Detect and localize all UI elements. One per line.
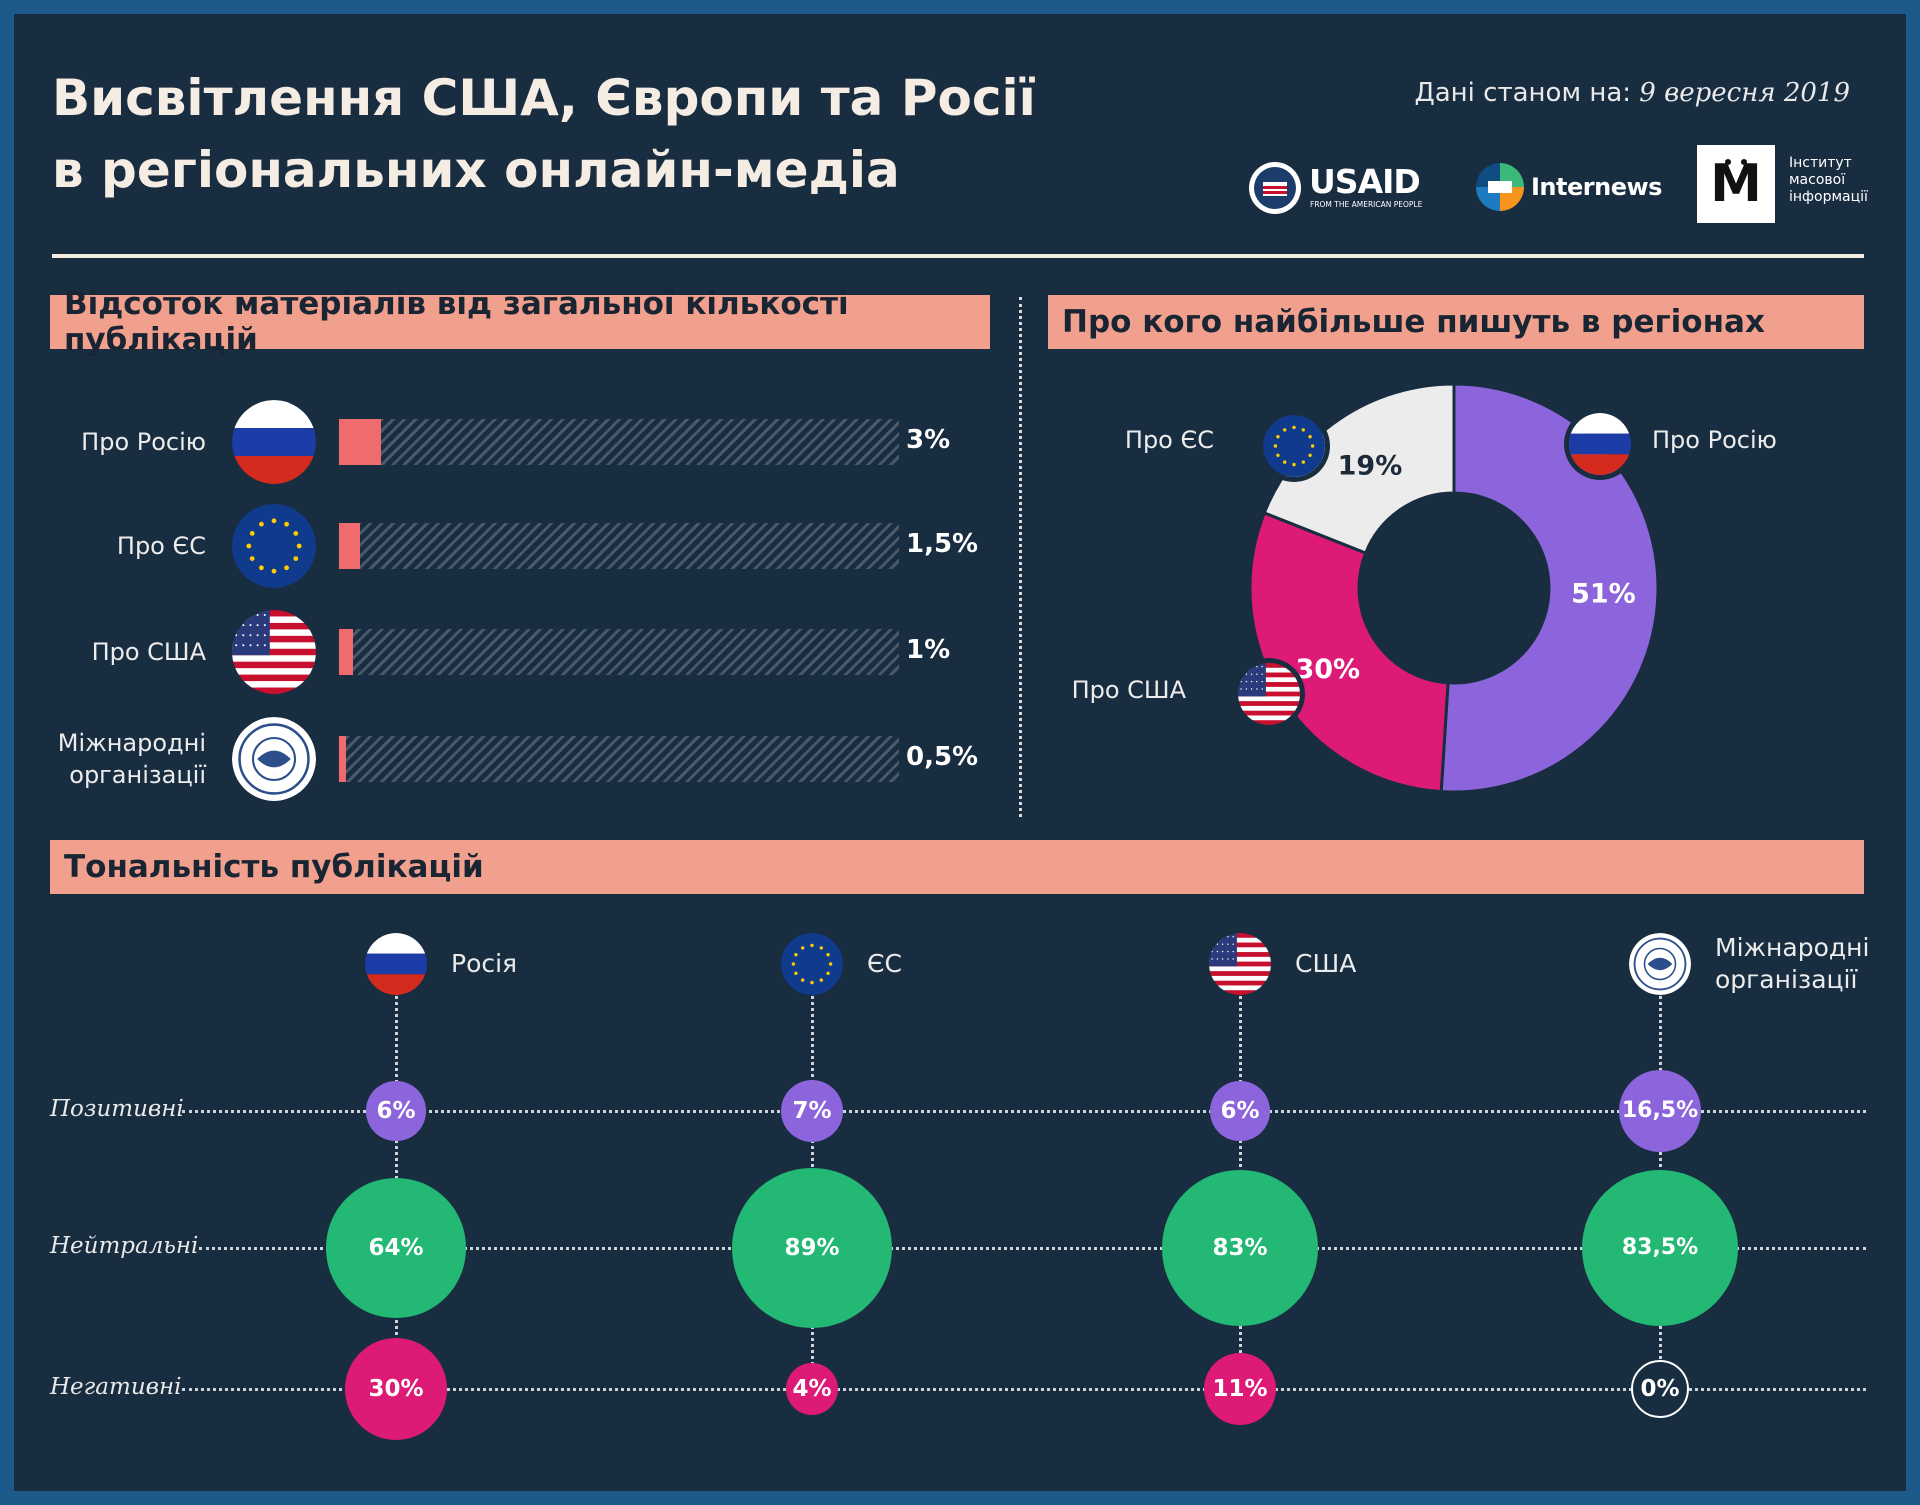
tone-bubble-label: 6% xyxy=(376,1097,416,1124)
usaid-wordmark: USAID xyxy=(1309,162,1421,201)
tone-bubble-label: 30% xyxy=(368,1375,424,1402)
section-tone-bar: Тональність публікацій xyxy=(50,840,1864,894)
tone-bubble: 6% xyxy=(1210,1081,1270,1141)
section-who-title: Про кого найбільше пишуть в регіонах xyxy=(1062,304,1765,340)
tone-bubble-label: 6% xyxy=(1220,1097,1260,1124)
imf-seal-icon xyxy=(232,717,316,801)
tone-column-label: Росія xyxy=(451,949,518,978)
tone-row-label: Позитивні xyxy=(50,1096,184,1122)
bar-value-label: 1,5% xyxy=(906,529,979,559)
tone-row-guide xyxy=(199,1247,1866,1250)
bar-value-label: 1% xyxy=(906,635,951,665)
tone-row-guide xyxy=(182,1110,1866,1113)
donut-category-label: Про Росію xyxy=(1652,426,1777,454)
tone-bubble: 83% xyxy=(1162,1170,1318,1326)
tone-bubble: 7% xyxy=(780,1079,844,1143)
imi-mark: M xyxy=(1697,145,1775,223)
usa-flag-icon xyxy=(1238,663,1300,725)
usaid-seal-icon xyxy=(1249,162,1301,214)
tone-bubble-label: 4% xyxy=(792,1375,832,1402)
bar-category-label: Про США xyxy=(91,638,206,666)
tone-bubble-label: 7% xyxy=(792,1097,832,1124)
donut-category-label: Про ЄС xyxy=(1124,426,1214,454)
internews-wordmark: Internews xyxy=(1531,173,1662,201)
date-value: 9 вересня 2019 xyxy=(1639,78,1850,108)
tone-bubble: 64% xyxy=(326,1178,466,1318)
usa-flag-icon xyxy=(232,610,316,694)
bar-category-label: Міжнародні організації xyxy=(57,729,206,789)
section-who-bar: Про кого найбільше пишуть в регіонах xyxy=(1048,295,1864,349)
usaid-tagline: FROM THE AMERICAN PEOPLE xyxy=(1310,200,1423,209)
bar-value-label: 0,5% xyxy=(906,742,979,772)
data-date: Дані станом на: 9 вересня 2019 xyxy=(1414,78,1850,108)
imi-letter: M xyxy=(1710,154,1762,214)
infographic-canvas: Висвітлення США, Європи та Росії в регіо… xyxy=(14,14,1906,1491)
russia-flag-icon xyxy=(232,400,316,484)
tone-bubble: 89% xyxy=(732,1168,892,1328)
donut-category-label: Про США xyxy=(1071,676,1186,704)
date-label: Дані станом на: xyxy=(1414,78,1632,108)
bar xyxy=(339,523,360,569)
eu-flag-icon xyxy=(232,504,316,588)
tone-bubble-label: 16,5% xyxy=(1621,1098,1699,1124)
page-title: Висвітлення США, Європи та Росії в регіо… xyxy=(52,62,1042,206)
tone-bubble: 0% xyxy=(1631,1360,1689,1418)
tone-bubble-label: 83,5% xyxy=(1621,1235,1699,1261)
bar-track xyxy=(339,419,899,465)
tone-bubble-label: 89% xyxy=(784,1234,840,1261)
bar-category-label: Про Росію xyxy=(81,428,206,456)
tone-bubble: 83,5% xyxy=(1582,1170,1738,1326)
usa-flag-icon xyxy=(1209,933,1271,995)
bar xyxy=(339,736,346,782)
section-share-title: Відсоток матеріалів від загальної кілько… xyxy=(64,286,849,358)
tone-bubble-label: 64% xyxy=(368,1234,424,1261)
imi-dots xyxy=(1725,159,1747,165)
eu-flag-icon xyxy=(1263,415,1325,477)
russia-flag-icon xyxy=(365,933,427,995)
title-line-1: Висвітлення США, Європи та Росії xyxy=(52,69,1036,127)
tone-bubble-label: 83% xyxy=(1212,1234,1268,1261)
header-divider xyxy=(52,254,1864,258)
imi-line-1: Інститут xyxy=(1789,155,1852,171)
section-tone-title: Тональність публікацій xyxy=(64,849,484,885)
tone-bubble: 11% xyxy=(1204,1353,1276,1425)
imi-logo: M Інститут масової інформації xyxy=(1697,145,1868,227)
bar-track xyxy=(339,629,899,675)
tone-column-label: США xyxy=(1295,949,1357,978)
bar-track xyxy=(339,736,899,782)
tone-row-label: Нейтральні xyxy=(50,1233,199,1259)
tone-column-label: Міжнародні організації xyxy=(1715,933,1870,994)
tone-row-label: Негативні xyxy=(50,1374,182,1400)
section-share-bar: Відсоток матеріалів від загальної кілько… xyxy=(50,286,990,358)
section-separator xyxy=(1019,297,1022,817)
imi-line-3: інформації xyxy=(1789,189,1868,205)
bar xyxy=(339,629,353,675)
imf-seal-icon xyxy=(1629,933,1691,995)
tone-bubble-label: 0% xyxy=(1640,1376,1680,1402)
donut-value-label: 51% xyxy=(1571,579,1636,610)
imi-text: Інститут масової інформації xyxy=(1789,155,1868,206)
internews-logo: Internews xyxy=(1474,161,1674,215)
tone-column-label: ЄС xyxy=(867,949,902,978)
tone-bubble: 30% xyxy=(344,1337,448,1441)
russia-flag-icon xyxy=(1569,413,1631,475)
bar-category-label: Про ЄС xyxy=(116,532,206,560)
bar-value-label: 3% xyxy=(906,425,951,455)
internews-mark-icon xyxy=(1476,163,1524,211)
donut-value-label: 19% xyxy=(1338,450,1403,481)
eu-flag-icon xyxy=(781,933,843,995)
usaid-logo: USAID FROM THE AMERICAN PEOPLE xyxy=(1247,160,1432,216)
donut-value-label: 30% xyxy=(1295,654,1360,685)
bar-track xyxy=(339,523,899,569)
tone-row-guide xyxy=(182,1388,1866,1391)
bar xyxy=(339,419,381,465)
imi-line-2: масової xyxy=(1789,172,1846,188)
tone-bubble-label: 11% xyxy=(1212,1375,1268,1402)
title-line-2: в регіональних онлайн-медіа xyxy=(52,141,900,199)
tone-bubble: 4% xyxy=(785,1362,839,1416)
tone-bubble: 16,5% xyxy=(1618,1069,1702,1153)
tone-bubble: 6% xyxy=(366,1081,426,1141)
donut-slice xyxy=(1248,510,1450,794)
